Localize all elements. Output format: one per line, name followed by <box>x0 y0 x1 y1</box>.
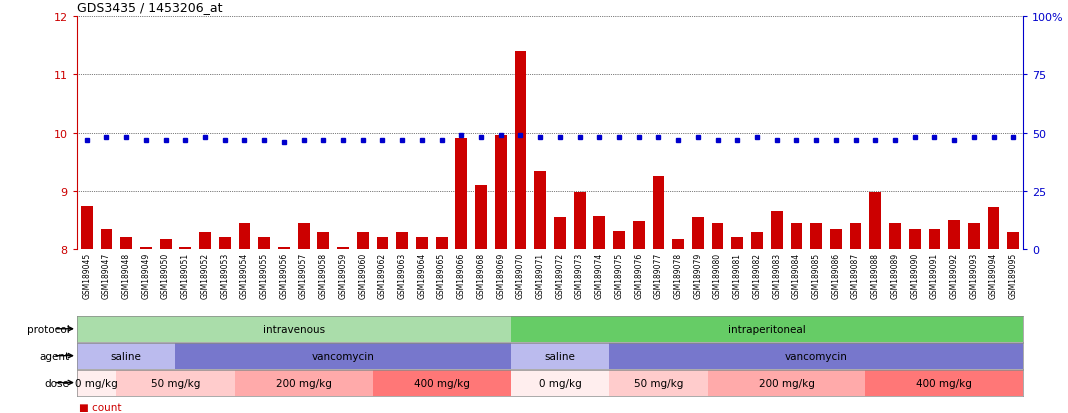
Text: intraperitoneal: intraperitoneal <box>728 324 805 334</box>
Bar <box>811 223 822 250</box>
Bar <box>732 237 743 250</box>
Bar <box>337 247 349 250</box>
Bar <box>278 247 289 250</box>
Bar <box>511 316 1023 342</box>
Text: ■ count: ■ count <box>79 402 122 412</box>
Bar <box>436 237 447 250</box>
Bar <box>751 233 763 250</box>
Bar <box>160 240 172 250</box>
Bar <box>633 222 645 250</box>
Bar <box>574 193 585 250</box>
Bar <box>613 231 625 250</box>
Bar <box>238 223 250 250</box>
Text: 200 mg/kg: 200 mg/kg <box>276 377 331 388</box>
Bar <box>77 316 511 342</box>
Bar <box>219 237 231 250</box>
Text: saline: saline <box>111 351 142 361</box>
Bar <box>869 193 881 250</box>
Bar <box>494 136 506 250</box>
Bar <box>100 230 112 250</box>
Bar <box>116 370 235 396</box>
Bar <box>179 247 191 250</box>
Bar <box>771 212 783 250</box>
Text: agent: agent <box>40 351 69 361</box>
Bar <box>373 370 511 396</box>
Bar <box>298 223 310 250</box>
Text: 400 mg/kg: 400 mg/kg <box>413 377 470 388</box>
Bar <box>609 370 708 396</box>
Text: vancomycin: vancomycin <box>312 351 375 361</box>
Text: 50 mg/kg: 50 mg/kg <box>633 377 684 388</box>
Text: saline: saline <box>545 351 576 361</box>
Bar <box>790 223 802 250</box>
Bar <box>317 233 329 250</box>
Bar <box>708 370 865 396</box>
Bar <box>889 223 901 250</box>
Text: 200 mg/kg: 200 mg/kg <box>758 377 815 388</box>
Bar <box>850 223 862 250</box>
Bar <box>672 240 685 250</box>
Bar <box>594 216 606 250</box>
Bar <box>121 237 132 250</box>
Bar <box>609 343 1023 369</box>
Bar <box>534 171 546 250</box>
Bar <box>455 139 467 250</box>
Text: vancomycin: vancomycin <box>785 351 848 361</box>
Bar <box>357 233 368 250</box>
Bar <box>653 177 664 250</box>
Bar <box>928 230 940 250</box>
Text: GDS3435 / 1453206_at: GDS3435 / 1453206_at <box>77 1 222 14</box>
Bar <box>175 343 511 369</box>
Text: intravenous: intravenous <box>263 324 325 334</box>
Bar <box>77 370 116 396</box>
Bar <box>968 223 979 250</box>
Text: 0 mg/kg: 0 mg/kg <box>538 377 581 388</box>
Bar <box>909 230 921 250</box>
Bar <box>692 218 704 250</box>
Bar <box>511 370 609 396</box>
Bar <box>711 223 723 250</box>
Bar <box>77 343 175 369</box>
Text: protocol: protocol <box>27 324 69 334</box>
Bar <box>199 233 211 250</box>
Text: 50 mg/kg: 50 mg/kg <box>151 377 200 388</box>
Bar <box>396 233 408 250</box>
Bar <box>81 206 93 250</box>
Bar <box>511 343 609 369</box>
Bar <box>475 186 487 250</box>
Bar <box>554 218 566 250</box>
Bar <box>948 221 960 250</box>
Bar <box>865 370 1023 396</box>
Text: 400 mg/kg: 400 mg/kg <box>916 377 972 388</box>
Bar <box>140 247 152 250</box>
Bar <box>1007 233 1019 250</box>
Bar <box>377 237 389 250</box>
Bar <box>515 52 527 250</box>
Bar <box>415 237 428 250</box>
Bar <box>830 230 842 250</box>
Bar <box>235 370 373 396</box>
Bar <box>988 208 1000 250</box>
Text: 0 mg/kg: 0 mg/kg <box>75 377 117 388</box>
Text: dose: dose <box>45 377 69 388</box>
Bar <box>258 237 270 250</box>
